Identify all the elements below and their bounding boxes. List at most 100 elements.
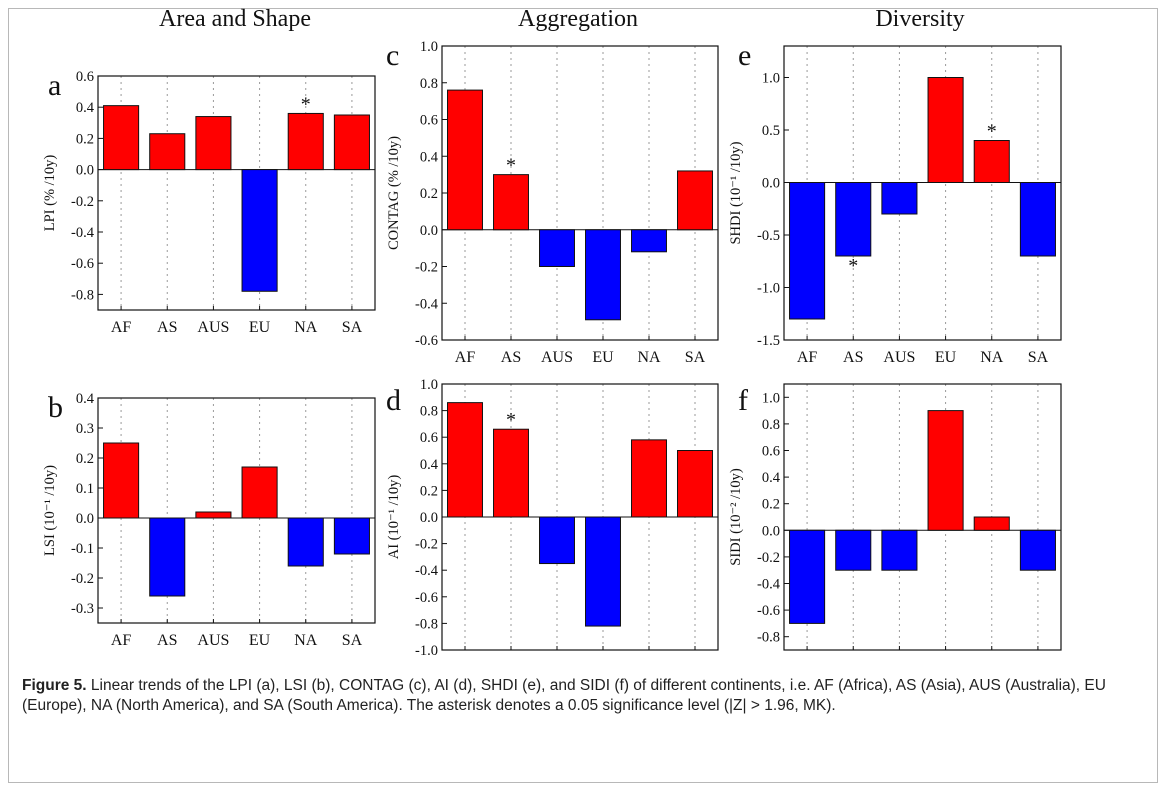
panel-e-bar-na (973, 140, 1010, 183)
panel-e-x-tick-label-eu: EU (935, 349, 957, 366)
panel-b-y-tick-label: 0.0 (76, 511, 94, 527)
figure-caption: Figure 5. Linear trends of the LPI (a), … (22, 676, 1142, 716)
panel-a-letter: a (48, 69, 61, 102)
panel-f-bar-as (835, 529, 872, 571)
panel-b-bar-aus (195, 511, 232, 519)
panel-b-x-tick-label-aus: AUS (197, 632, 229, 649)
panel-e-x-tick-label-aus: AUS (883, 349, 915, 366)
panel-d-x-tick-label-sa: SA (685, 659, 706, 660)
panel-c-bar-af (447, 89, 483, 231)
panel-f-x-tick-label-eu: EU (935, 659, 957, 660)
panel-c-y-tick-label: -0.2 (415, 260, 438, 276)
panel-a-significance-asterisk: * (301, 93, 311, 115)
panel-a-bar-sa (333, 114, 370, 171)
panel-c-x-tick-label-eu: EU (592, 349, 614, 366)
panel-a-x-tick-label-eu: EU (249, 319, 271, 336)
panel-d-y-axis-label: AI (10⁻¹ /10y) (386, 475, 402, 560)
panel-f-bar-eu (927, 410, 964, 531)
panel-b-y-tick-label: 0.1 (76, 481, 94, 497)
panel-d-y-tick-label: 1.0 (420, 377, 438, 393)
panel-d-letter: d (386, 384, 401, 417)
panel-a-axes-frame (97, 75, 376, 311)
panel-c-letter: c (386, 39, 399, 72)
panel-f-x-tick-label-na: NA (980, 659, 1004, 660)
panel-c-x-tick-label-aus: AUS (541, 349, 573, 366)
panel-e-x-tick-label-af: AF (797, 349, 818, 366)
panel-b-axes-frame (97, 397, 376, 624)
panel-c-bar-sa (677, 170, 713, 231)
panel-d-bar-as (493, 428, 529, 518)
panel-d-y-tick-label: 0.8 (420, 404, 438, 420)
panel-f-x-tick-label-as: AS (843, 659, 863, 660)
panel-f-y-tick-label: -0.8 (757, 630, 780, 646)
caption-text: Linear trends of the LPI (a), LSI (b), C… (22, 677, 1106, 714)
panel-d-bar-af (447, 402, 483, 518)
panel-a-bar-na (287, 112, 324, 171)
panel-f-y-tick-label: -0.6 (757, 603, 780, 619)
panel-d-significance-asterisk: * (506, 409, 516, 431)
panel-c-y-tick-label: 0.6 (420, 113, 438, 129)
panel-a-y-tick-label: -0.4 (71, 225, 95, 241)
panel-d-y-tick-label: -0.2 (415, 537, 438, 553)
panel-c-y-tick-label: 0.2 (420, 186, 438, 202)
caption-label: Figure 5. (22, 677, 87, 694)
panel-e-y-tick-label: -0.5 (757, 228, 780, 244)
panel-e-axes-frame (783, 45, 1062, 341)
panel-e-significance-asterisk: * (987, 121, 997, 143)
panel-a-x-tick-label-sa: SA (342, 319, 363, 336)
panel-b-x-tick-label-as: AS (157, 632, 177, 649)
chart-canvas: a * -0.8 -0.6 -0.4 -0.2 0.0 0.2 0.4 0.6 AF AS AUS EU N… (42, 39, 1062, 676)
panel-e-y-axis-label: SHDI (10⁻¹ /10y) (728, 141, 744, 244)
panel-e-y-tick-label: 0.0 (762, 176, 780, 192)
panel-c-x-tick-label-as: AS (501, 349, 521, 366)
panel-b-y-tick-label: 0.3 (76, 421, 94, 437)
panel-d-y-tick-label: -0.8 (415, 616, 438, 632)
panel-c-bar-as (493, 174, 529, 231)
panel-a-y-tick-label: 0.4 (76, 100, 95, 116)
panel-a-y-tick-label: -0.8 (71, 287, 94, 303)
panel-c-y-tick-label: 0.0 (420, 223, 438, 239)
panel-e-bar-af (789, 182, 826, 320)
panel-f-y-tick-label: 0.6 (762, 444, 780, 460)
panel-c-y-tick-label: -0.4 (415, 296, 439, 312)
panel-f-y-tick-label: 0.8 (762, 417, 780, 433)
panel-c-significance-asterisk: * (506, 155, 516, 177)
panel-f-x-tick-label-sa: SA (1028, 659, 1049, 660)
panel-d-y-tick-label: -1.0 (415, 643, 438, 659)
panel-c-x-tick-label-sa: SA (685, 349, 706, 366)
panel-a-bar-af (103, 105, 140, 171)
panel-e-x-tick-label-na: NA (980, 349, 1004, 366)
panel-f-y-tick-label: 0.4 (762, 470, 781, 486)
panel-b-x-tick-label-af: AF (111, 632, 132, 649)
panel-a-y-tick-label: -0.6 (71, 256, 94, 272)
panel-e-bar-eu (927, 77, 964, 183)
panel-a-x-tick-label-as: AS (157, 319, 177, 336)
panel-b-bar-as (149, 517, 186, 597)
panel-c-bar-na (631, 229, 667, 253)
column-title-area-shape: Area and Shape (159, 6, 311, 32)
panel-b-bar-sa (333, 517, 370, 555)
panel-d-bar-sa (677, 450, 713, 518)
panel-d-x-tick-label-aus: AUS (541, 659, 573, 660)
panel-a-bar-aus (195, 116, 232, 171)
panel-d-y-tick-label: 0.2 (420, 483, 438, 499)
panel-a-y-tick-label: -0.2 (71, 194, 94, 210)
panel-b-x-tick-label-sa: SA (342, 632, 363, 649)
panel-a-y-tick-label: 0.0 (76, 163, 94, 179)
panel-e-y-tick-label: -1.5 (757, 333, 780, 349)
figure-frame (8, 8, 1158, 783)
panel-b-y-tick-label: 0.2 (76, 451, 94, 467)
panel-b-y-axis-label: LSI (10⁻¹ /10y) (42, 465, 58, 556)
panel-e-bar-aus (881, 182, 918, 215)
panel-b-bar-eu (241, 466, 278, 519)
panel-f-y-tick-label: 0.2 (762, 497, 780, 513)
panel-b-bar-na (287, 517, 324, 567)
panel-e-bar-sa (1019, 182, 1056, 257)
panel-c-bar-eu (585, 229, 621, 321)
panel-a-bar-eu (241, 169, 278, 292)
column-title-aggregation: Aggregation (518, 6, 638, 32)
panel-f-y-tick-label: 1.0 (762, 390, 780, 406)
panel-e-y-tick-label: 1.0 (762, 71, 780, 87)
panel-a-x-tick-label-af: AF (111, 319, 132, 336)
panel-f-bar-aus (881, 529, 918, 571)
